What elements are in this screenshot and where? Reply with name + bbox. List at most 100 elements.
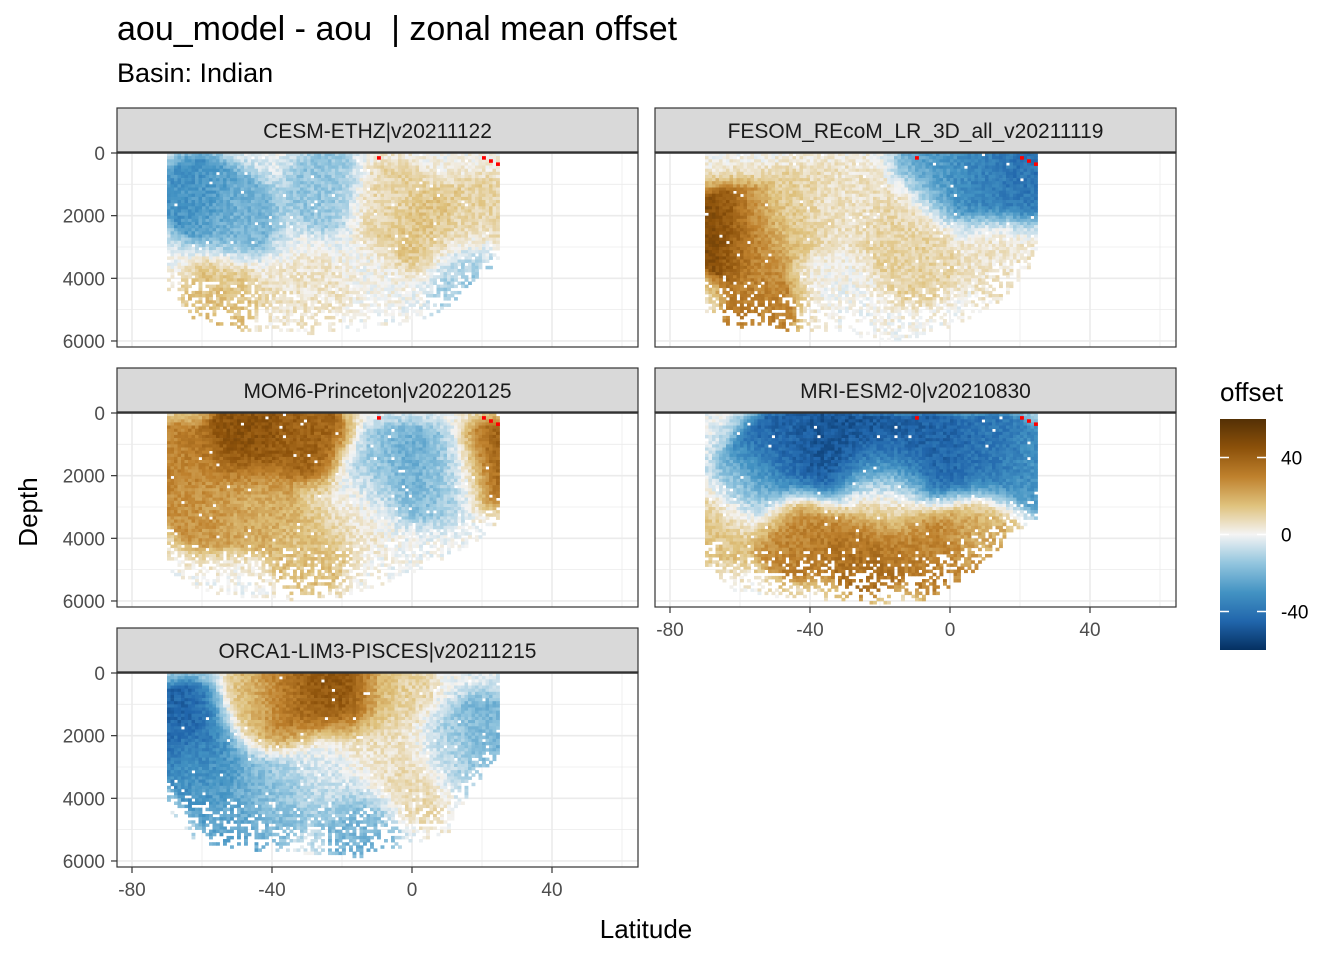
- heatmap-cell: [258, 200, 262, 204]
- heatmap-cell: [359, 228, 364, 232]
- heatmap-cell: [440, 268, 444, 273]
- heatmap-cell: [324, 215, 329, 220]
- heatmap-cell: [345, 265, 350, 270]
- heatmap-cell: [254, 297, 259, 301]
- heatmap-cell: [405, 315, 409, 320]
- heatmap-cell: [198, 212, 203, 216]
- heatmap-cell: [233, 153, 238, 157]
- heatmap-cell: [461, 262, 465, 267]
- heatmap-cell: [401, 165, 406, 169]
- heatmap-cell: [440, 162, 444, 166]
- heatmap-cell: [254, 209, 259, 213]
- heatmap-cell: [349, 281, 353, 285]
- heatmap-cell: [722, 187, 727, 191]
- heatmap-cell: [265, 290, 269, 295]
- heatmap-cell: [712, 250, 716, 254]
- heatmap-cell: [293, 215, 297, 220]
- heatmap-cell: [289, 231, 294, 235]
- heatmap-cell: [202, 275, 206, 279]
- heatmap-cell: [454, 212, 458, 216]
- heatmap-cell: [212, 171, 217, 176]
- heatmap-cell: [726, 303, 730, 307]
- heatmap-cell: [324, 156, 329, 160]
- heatmap-cell: [223, 174, 227, 179]
- heatmap-cell: [251, 171, 255, 176]
- heatmap-cell: [377, 153, 381, 157]
- heatmap-cell: [251, 237, 255, 242]
- heatmap-cell: [181, 215, 185, 220]
- heatmap-cell: [729, 243, 734, 248]
- heatmap-cell: [198, 294, 203, 298]
- heatmap-cell: [352, 196, 357, 201]
- heatmap-cell: [380, 212, 385, 216]
- heatmap-cell: [708, 209, 713, 213]
- heatmap-cell: [454, 247, 458, 251]
- heatmap-cell: [317, 265, 322, 270]
- heatmap-cell: [247, 272, 252, 276]
- heatmap-cell: [726, 265, 730, 270]
- heatmap-cell: [366, 240, 371, 245]
- heatmap-cell: [289, 162, 294, 166]
- heatmap-cell: [184, 272, 189, 276]
- heatmap-cell: [282, 231, 287, 235]
- heatmap-cell: [708, 237, 713, 242]
- heatmap-cell: [729, 225, 734, 229]
- heatmap-cell: [167, 187, 171, 191]
- heatmap-cell: [733, 256, 737, 260]
- heatmap-cell: [233, 262, 238, 267]
- heatmap-cell: [219, 209, 224, 213]
- heatmap-cell: [475, 247, 479, 251]
- heatmap-cell: [394, 262, 399, 267]
- heatmap-cell: [209, 237, 213, 242]
- heatmap-cell: [705, 256, 709, 260]
- heatmap-cell: [303, 193, 308, 198]
- heatmap-cell: [712, 178, 716, 182]
- heatmap-cell: [422, 262, 427, 267]
- heatmap-cell: [195, 265, 199, 270]
- heatmap-cell: [359, 234, 364, 238]
- heatmap-cell: [272, 200, 276, 204]
- heatmap-cell: [352, 243, 357, 248]
- heatmap-cell: [422, 265, 427, 270]
- heatmap-cell: [300, 206, 304, 210]
- heatmap-cell: [363, 209, 367, 213]
- heatmap-cell: [719, 250, 723, 254]
- heatmap-cell: [433, 243, 437, 248]
- heatmap-cell: [286, 322, 290, 326]
- heatmap-cell: [205, 250, 210, 254]
- heatmap-cell: [219, 171, 224, 176]
- heatmap-cell: [492, 231, 497, 235]
- heatmap-cell: [454, 250, 458, 254]
- heatmap-cell: [331, 178, 336, 182]
- heatmap-cell: [342, 315, 346, 320]
- heatmap-cell: [415, 268, 420, 273]
- heatmap-cell: [191, 272, 196, 276]
- heatmap-cell: [736, 265, 741, 270]
- heatmap-cell: [324, 212, 329, 216]
- heatmap-cell: [324, 306, 329, 310]
- heatmap-cell: [719, 153, 723, 157]
- heatmap-cell: [440, 206, 444, 210]
- heatmap-cell: [464, 196, 469, 201]
- heatmap-cell: [230, 200, 234, 204]
- heatmap-cell: [286, 281, 290, 285]
- heatmap-cell: [440, 165, 444, 169]
- heatmap-cell: [387, 184, 392, 188]
- heatmap-cell: [251, 181, 255, 185]
- heatmap-cell: [254, 156, 259, 160]
- heatmap-cell: [282, 240, 287, 245]
- heatmap-cell: [370, 225, 374, 229]
- heatmap-cell: [370, 162, 374, 166]
- heatmap-cell: [464, 256, 469, 260]
- heatmap-cell: [440, 265, 444, 270]
- heatmap-cell: [408, 262, 413, 267]
- heatmap-cell: [415, 228, 420, 232]
- heatmap-cell: [485, 250, 490, 254]
- heatmap-cell: [419, 262, 423, 267]
- heatmap-cell: [310, 212, 315, 216]
- heatmap-cell: [363, 218, 367, 223]
- heatmap-cell: [216, 181, 220, 185]
- heatmap-cell: [209, 184, 213, 188]
- heatmap-cell: [433, 294, 437, 298]
- heatmap-cell: [708, 297, 713, 301]
